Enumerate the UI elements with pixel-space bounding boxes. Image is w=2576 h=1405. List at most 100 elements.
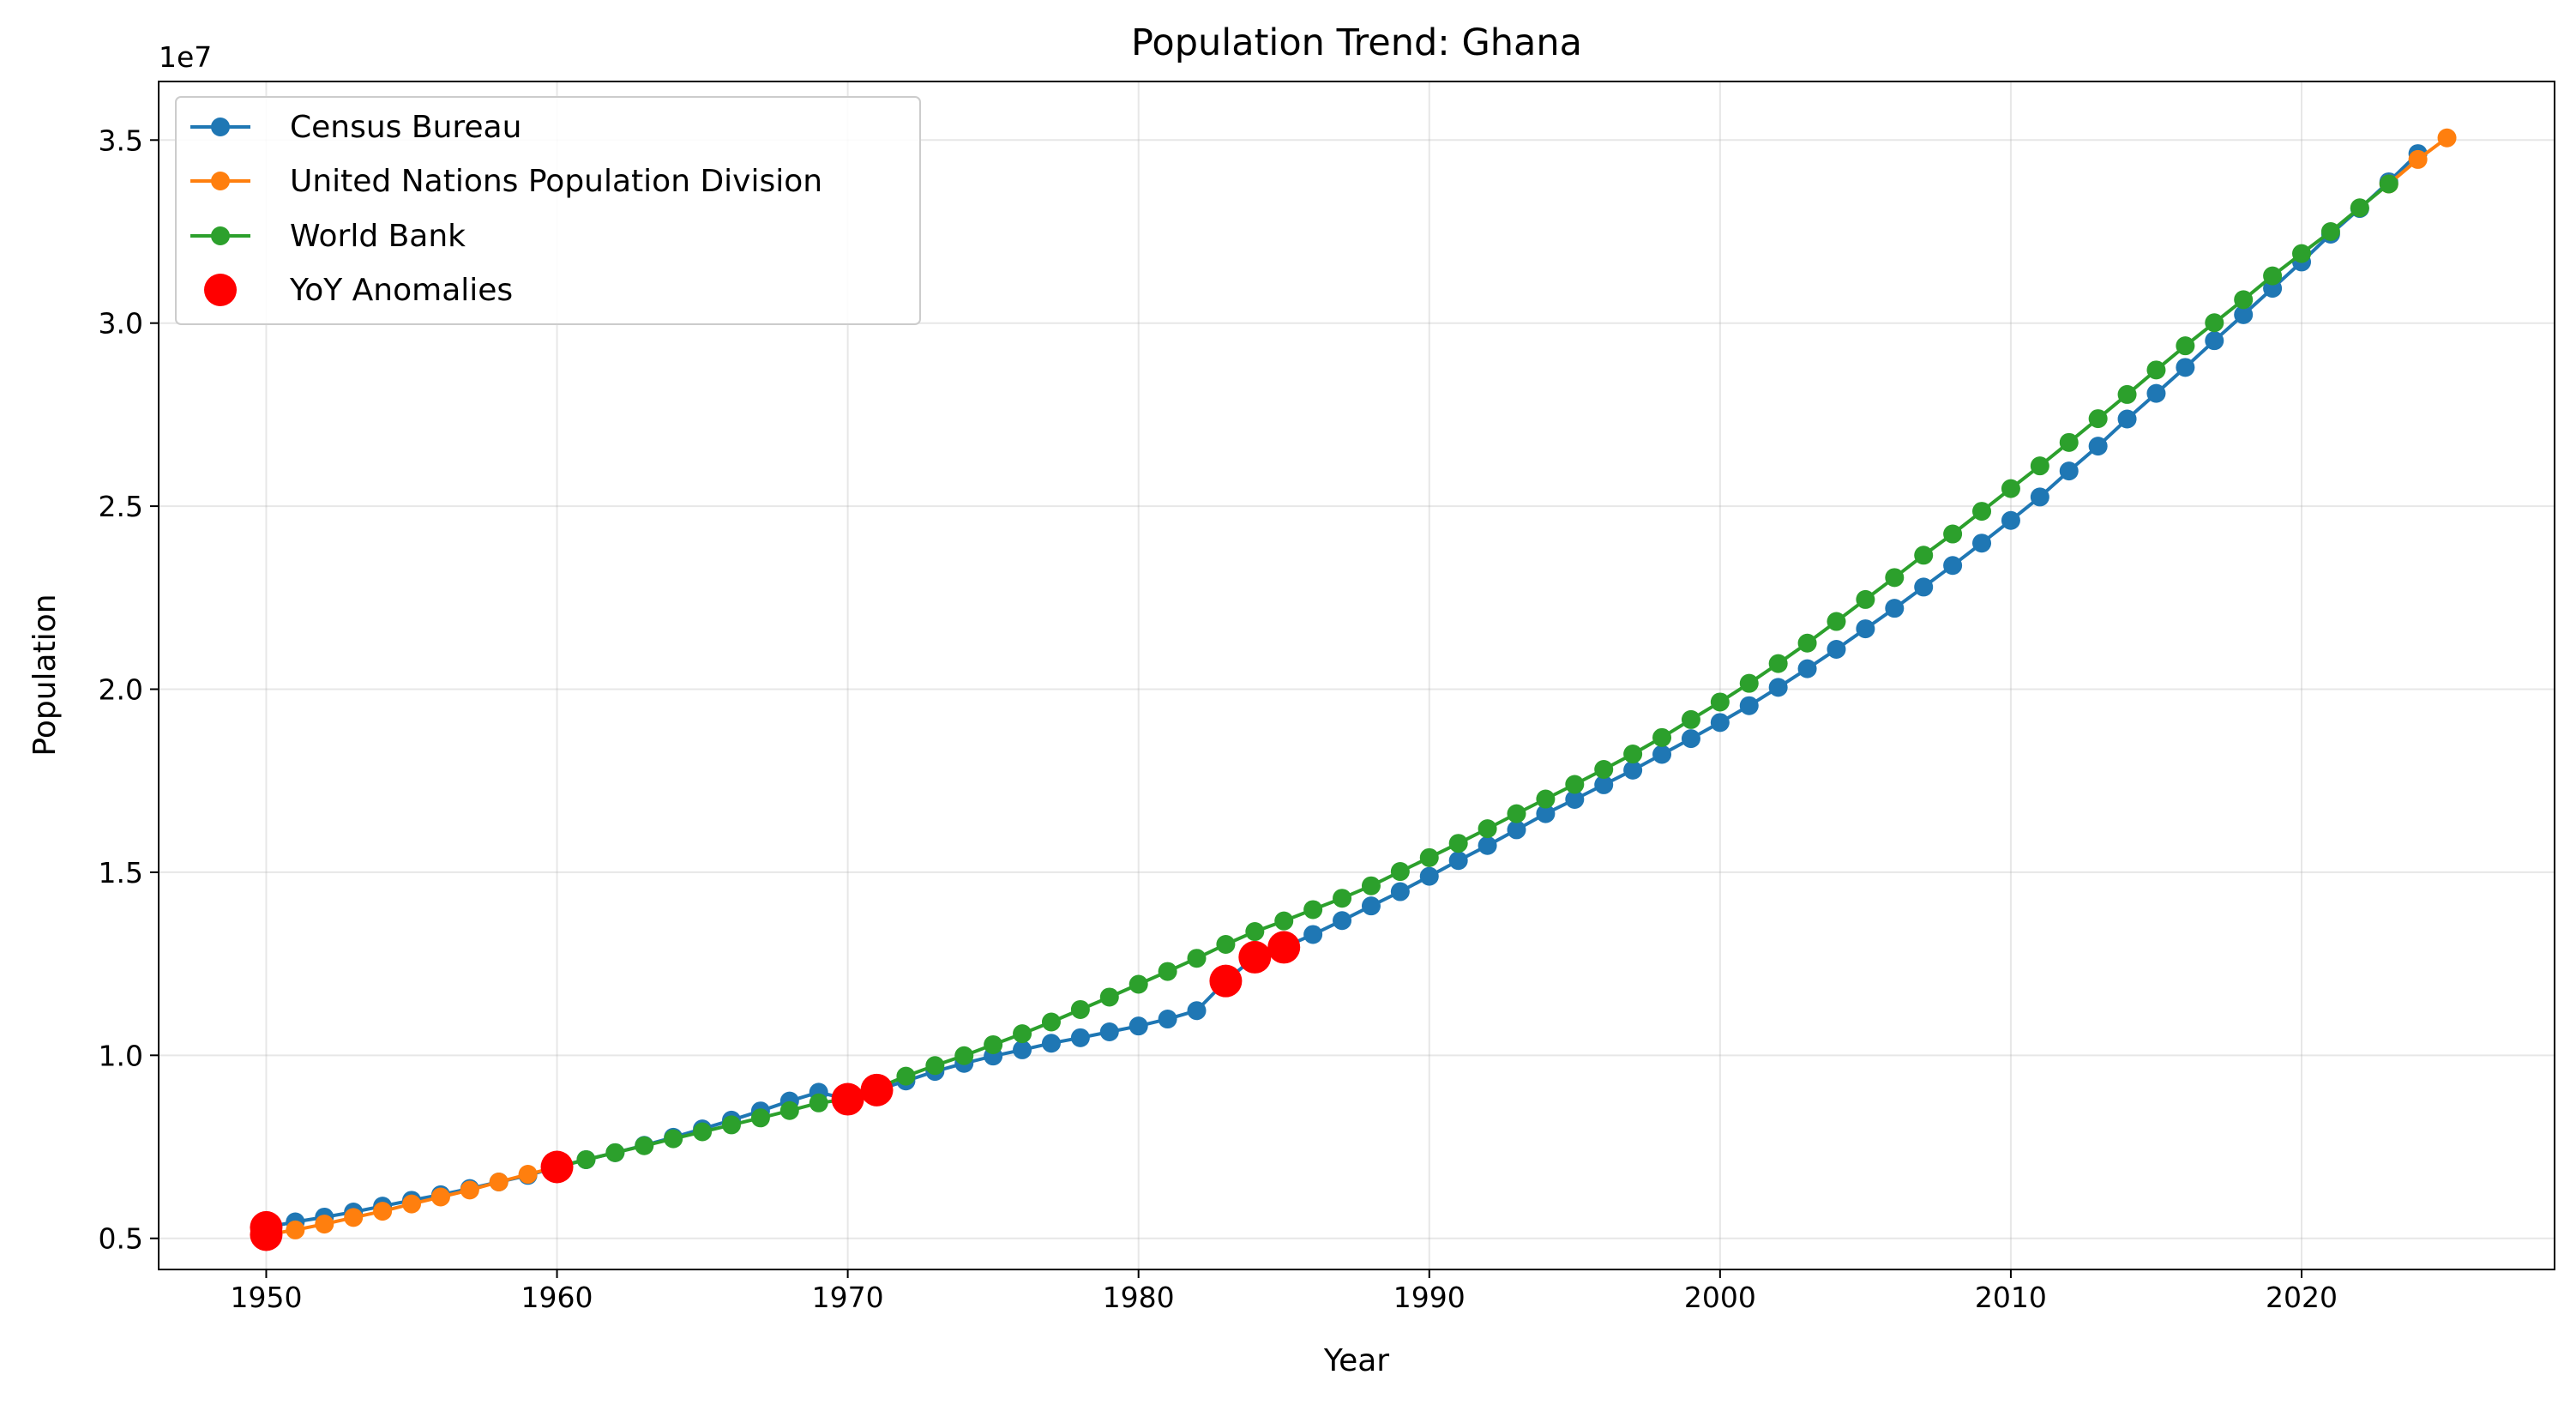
data-point-census-bureau	[1070, 1028, 1090, 1047]
data-point-census-bureau	[1536, 804, 1556, 823]
data-point-world-bank	[2263, 266, 2283, 286]
data-point-world-bank	[1099, 987, 1119, 1007]
data-point-world-bank	[1856, 589, 1875, 609]
data-point-world-bank	[1623, 745, 1643, 764]
data-point-world-bank	[809, 1093, 828, 1113]
data-point-world-bank	[2059, 432, 2079, 452]
data-point-census-bureau	[1361, 896, 1381, 916]
data-point-world-bank	[1739, 673, 1759, 693]
data-point-world-bank	[1768, 654, 1788, 673]
data-point-census-bureau	[1303, 925, 1323, 944]
data-point-world-bank	[576, 1149, 596, 1169]
data-point-census-bureau	[1681, 729, 1700, 749]
legend-box	[175, 96, 921, 325]
data-point-world-bank	[635, 1136, 654, 1155]
data-point-world-bank	[1013, 1024, 1032, 1044]
data-point-world-bank	[1594, 759, 1614, 779]
data-point-world-bank	[1129, 974, 1148, 994]
data-point-census-bureau	[1565, 789, 1585, 809]
data-point-world-bank	[1070, 999, 1090, 1019]
y-axis-title: Population	[27, 594, 63, 756]
data-point-census-bureau	[2117, 409, 2137, 429]
anomaly-point	[860, 1073, 894, 1107]
data-point-united-nations-population-division	[373, 1202, 393, 1221]
y-tick-label: 0.5	[99, 1222, 143, 1256]
data-point-united-nations-population-division	[2437, 128, 2457, 148]
series-world-bank	[547, 174, 2398, 1177]
legend-item-yoy-anomalies: YoY Anomalies	[204, 273, 513, 308]
data-point-census-bureau	[1478, 835, 1497, 855]
data-point-world-bank	[664, 1129, 683, 1149]
data-point-world-bank	[2030, 456, 2049, 476]
data-point-world-bank	[1361, 876, 1381, 895]
x-tick-label: 2000	[1684, 1281, 1756, 1314]
y-tick-label: 3.0	[99, 307, 143, 341]
data-point-united-nations-population-division	[460, 1180, 479, 1200]
data-point-census-bureau	[1099, 1022, 1119, 1041]
legend-marker-yoy-anomalies	[204, 274, 237, 306]
y-tick-label: 2.0	[99, 673, 143, 707]
data-point-world-bank	[896, 1066, 916, 1086]
data-point-census-bureau	[1158, 1010, 1177, 1029]
legend-item-world-bank: World Bank	[190, 219, 466, 254]
data-point-united-nations-population-division	[315, 1215, 334, 1234]
data-point-world-bank	[693, 1122, 713, 1142]
data-point-world-bank	[1885, 568, 1905, 588]
chart-title: Population Trend: Ghana	[1131, 21, 1582, 64]
y-axis: 0.5 1.0 1.5 2.0 2.5 3.0 3.5	[99, 124, 159, 1256]
data-point-united-nations-population-division	[489, 1172, 509, 1191]
x-tick-label: 1960	[521, 1281, 593, 1314]
data-point-world-bank	[1797, 633, 1817, 653]
data-point-world-bank	[721, 1115, 741, 1135]
data-point-census-bureau	[1390, 882, 1410, 901]
data-point-census-bureau	[1739, 696, 1759, 715]
data-point-world-bank	[1390, 862, 1410, 882]
data-point-united-nations-population-division	[2408, 149, 2428, 169]
y-tick-label: 2.5	[99, 490, 143, 523]
series-yoy-anomalies	[250, 931, 1301, 1251]
data-point-census-bureau	[1623, 760, 1643, 780]
data-point-census-bureau	[1041, 1034, 1061, 1053]
data-point-census-bureau	[1710, 713, 1730, 733]
data-point-world-bank	[925, 1056, 945, 1076]
data-point-world-bank	[1565, 775, 1585, 794]
data-point-world-bank	[2320, 221, 2340, 241]
legend: Census Bureau United Nations Population …	[175, 96, 921, 325]
data-point-census-bureau	[1827, 639, 1846, 659]
data-point-census-bureau	[1856, 619, 1875, 639]
data-point-world-bank	[1652, 727, 1672, 747]
data-point-world-bank	[1419, 847, 1439, 867]
data-point-census-bureau	[1943, 556, 1963, 576]
data-point-census-bureau	[1797, 659, 1817, 678]
legend-label-yoy-anomalies: YoY Anomalies	[289, 273, 513, 308]
data-point-census-bureau	[2176, 358, 2195, 377]
data-point-census-bureau	[2030, 487, 2049, 507]
data-point-census-bureau	[2001, 510, 2020, 530]
data-point-world-bank	[779, 1100, 799, 1120]
data-point-world-bank	[1710, 692, 1730, 712]
data-point-world-bank	[1041, 1012, 1061, 1032]
legend-label-world-bank: World Bank	[290, 219, 466, 254]
x-tick-label: 1990	[1393, 1281, 1466, 1314]
x-tick-label: 1950	[230, 1281, 302, 1314]
data-point-world-bank	[1274, 911, 1294, 931]
data-point-united-nations-population-division	[344, 1208, 364, 1227]
data-point-census-bureau	[1885, 599, 1905, 618]
data-point-census-bureau	[2146, 383, 2166, 403]
data-point-united-nations-population-division	[518, 1165, 538, 1185]
y-tick-label: 1.0	[99, 1039, 143, 1072]
data-point-world-bank	[1507, 804, 1526, 823]
data-point-census-bureau	[2059, 461, 2079, 481]
data-point-world-bank	[1245, 922, 1265, 942]
data-point-census-bureau	[1419, 866, 1439, 886]
legend-marker-un-population-division	[211, 172, 230, 190]
data-point-world-bank	[2234, 290, 2254, 310]
y-tick-label: 3.5	[99, 124, 143, 157]
data-point-world-bank	[2146, 360, 2166, 380]
x-axis-title: Year	[1323, 1343, 1389, 1378]
data-point-world-bank	[954, 1046, 974, 1065]
data-point-united-nations-population-division	[401, 1194, 421, 1214]
data-point-world-bank	[1681, 709, 1700, 729]
data-point-world-bank	[1333, 889, 1352, 908]
